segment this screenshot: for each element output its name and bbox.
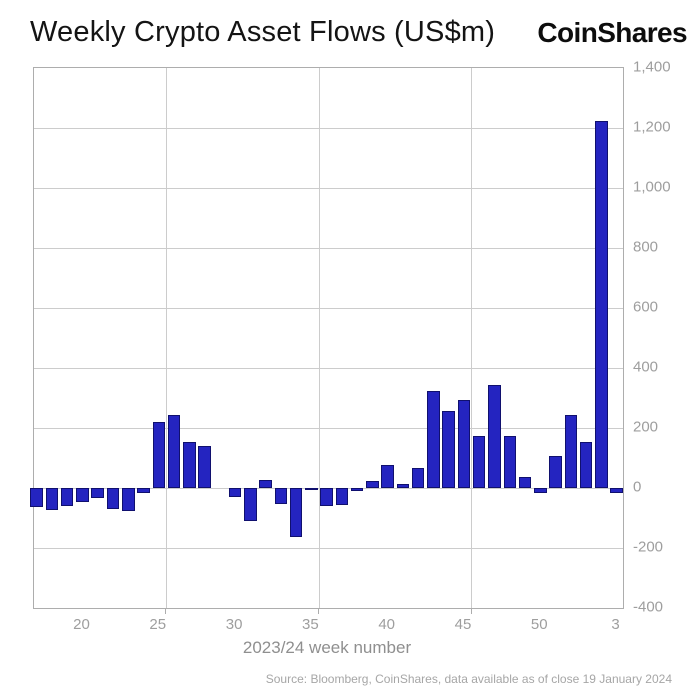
y-tick-label-1200: 1,200 [633, 118, 671, 136]
y-tick-label-600: 600 [633, 298, 659, 316]
bar-week-50 [534, 488, 547, 493]
x-tick-label-3: 3 [611, 616, 620, 633]
bar-week-46 [472, 435, 486, 488]
bar-week-3 [610, 488, 623, 494]
x-tick-label-50: 50 [530, 616, 548, 633]
y-tick-label-1400: 1,400 [633, 58, 671, 76]
bar-week-24 [137, 488, 150, 493]
bar-week-45 [457, 400, 471, 488]
y-gridline-600 [34, 307, 623, 309]
bar-week-2 [595, 121, 608, 488]
bar-week-51 [549, 455, 562, 488]
bar-week-17 [30, 488, 43, 507]
bar-week-48 [503, 435, 516, 488]
bar-week-44 [442, 410, 455, 488]
bar-week-39 [366, 480, 379, 488]
bar-week-19 [60, 488, 74, 506]
y-tick-label-800: 800 [633, 238, 659, 256]
bar-week-47 [488, 384, 501, 488]
bar-week-32 [259, 479, 272, 488]
x-tick-label-40: 40 [378, 616, 396, 633]
y-tick-label--400: -400 [633, 598, 664, 616]
chart-title: Weekly Crypto Asset Flows (US$m) [30, 16, 496, 48]
x-tick-label-30: 30 [225, 616, 243, 633]
bar-week-38 [350, 488, 364, 492]
bar-week-41 [396, 483, 410, 488]
x-gridline [471, 68, 473, 608]
bar-week-49 [518, 476, 532, 488]
bar-week-42 [411, 467, 425, 488]
x-tick-label-20: 20 [73, 616, 90, 633]
y-gridline-400 [34, 367, 623, 369]
bar-week-36 [320, 488, 333, 506]
bar-week-23 [122, 488, 135, 512]
y-tick-label-0: 0 [633, 478, 642, 496]
bar-week-35 [305, 488, 318, 491]
y-tick-label--200: -200 [633, 538, 664, 556]
x-tick-mark [318, 608, 319, 614]
bar-week-22 [106, 488, 120, 509]
x-tick-label-45: 45 [454, 616, 472, 633]
bar-week-20 [76, 488, 89, 502]
bar-week-25 [152, 422, 166, 488]
bar-week-18 [45, 488, 59, 510]
x-tick-label-25: 25 [149, 616, 167, 633]
x-gridline [165, 68, 167, 608]
y-tick-label-400: 400 [633, 358, 659, 376]
bar-week-26 [167, 414, 181, 488]
bar-week-34 [289, 488, 303, 537]
bar-week-37 [335, 488, 349, 506]
bar-week-21 [91, 488, 104, 498]
x-axis-title: 2023/24 week number [242, 638, 412, 657]
source-caption: Source: Bloomberg, CoinShares, data avai… [265, 672, 672, 686]
bar-week-52 [564, 415, 578, 488]
y-tick-label-200: 200 [633, 418, 659, 436]
x-tick-mark [165, 608, 167, 614]
y-gridline-1200 [34, 127, 623, 129]
bar-week-31 [244, 488, 257, 521]
bar-week-28 [198, 445, 211, 488]
x-tick-label-35: 35 [302, 616, 319, 633]
coinshares-logo: CoinShares [537, 17, 687, 48]
x-tick-mark [470, 608, 472, 614]
bar-week-27 [183, 441, 196, 488]
bar-week-33 [274, 488, 288, 505]
y-gridline-1000 [34, 187, 623, 189]
y-gridline-200 [34, 427, 623, 429]
bar-week-30 [228, 488, 242, 497]
y-tick-label-1000: 1,000 [633, 178, 671, 196]
x-gridline [318, 68, 320, 608]
y-gridline-800 [34, 247, 623, 249]
bar-week-40 [381, 465, 394, 488]
plot-area [30, 67, 624, 609]
y-gridline--200 [34, 547, 623, 549]
bar-week-43 [427, 390, 440, 488]
bar-week-1 [579, 442, 593, 488]
